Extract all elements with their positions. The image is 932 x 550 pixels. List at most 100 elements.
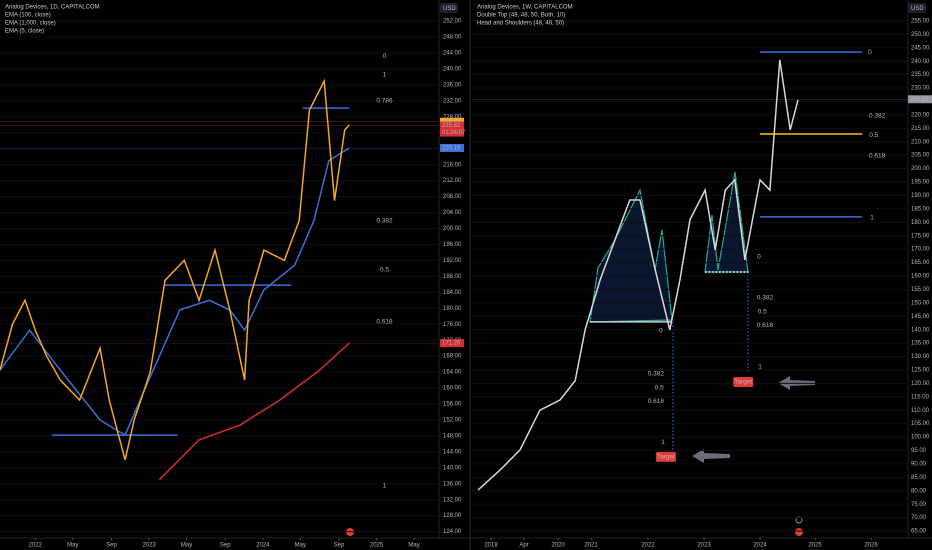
y-tick-label: 170.00 xyxy=(911,247,930,253)
icon xyxy=(795,528,803,536)
icon xyxy=(795,516,803,524)
price-line xyxy=(0,147,350,437)
chart-pane: 252.00 248.00 244.00 240.00 236.00 232.00 228.… xyxy=(0,3,466,549)
x-tick-label: 2025 xyxy=(370,543,384,549)
legend-entry: Head and Shoulders (48, 48, 50) xyxy=(477,21,564,27)
y-tick-label: 196.00 xyxy=(443,242,462,248)
y-tick-label: 232.00 xyxy=(443,98,462,104)
y-tick-label: 220.00 xyxy=(911,112,930,118)
annotation-box xyxy=(655,451,676,462)
annotation: 0.5 xyxy=(655,385,664,392)
price-tag xyxy=(440,143,464,152)
y-tick-label: 210.00 xyxy=(911,139,930,145)
y-tick-label: 155.00 xyxy=(911,287,930,293)
x-tick-label: Apr xyxy=(519,543,528,549)
y-tick-label: 160.00 xyxy=(911,274,930,280)
y-tick-label: 75.00 xyxy=(911,502,927,508)
y-tick-label: 140.00 xyxy=(911,327,930,333)
y-tick-label: 90.00 xyxy=(911,461,927,467)
y-tick-label: 200.00 xyxy=(443,226,462,232)
y-tick-label: 185.00 xyxy=(911,206,930,212)
x-tick-label: Sep xyxy=(106,543,117,549)
y-tick-label: 175.00 xyxy=(911,233,930,239)
y-tick-label: 192.00 xyxy=(443,258,462,264)
y-tick-label: 188.00 xyxy=(443,274,462,280)
annotation: 0.618 xyxy=(648,398,665,405)
y-tick-label: 125.00 xyxy=(911,368,930,374)
y-tick-label: 70.00 xyxy=(911,515,927,521)
y-tick-label: 165.00 xyxy=(911,260,930,266)
price-line xyxy=(0,78,350,460)
annotation: 0.5 xyxy=(380,267,389,274)
y-tick-label: 252.00 xyxy=(443,19,462,25)
y-tick-label: 140.00 xyxy=(443,465,462,471)
annotation: 1 xyxy=(383,482,387,489)
y-tick-label: 235.00 xyxy=(911,72,930,78)
logo-icons xyxy=(346,516,803,536)
y-tick-label: 80.00 xyxy=(911,488,927,494)
chart-pane: 255.00 250.00 245.00 240.00 235.00 230.00 225.… xyxy=(472,3,932,549)
annotation: 0.382 xyxy=(648,371,665,378)
annotation-box xyxy=(733,377,754,388)
annotation: 0.382 xyxy=(869,113,886,120)
annotation: Target xyxy=(657,454,675,461)
x-tick-label: 2025 xyxy=(808,543,822,549)
y-tick-label: 85.00 xyxy=(911,475,927,481)
y-tick-label: 120.00 xyxy=(911,381,930,387)
price-line xyxy=(158,342,350,481)
y-tick-label: 176.00 xyxy=(443,322,462,328)
countdown: 01:24:07 xyxy=(442,130,466,136)
annotation: 0.382 xyxy=(376,218,393,225)
annotation: 0 xyxy=(868,49,872,56)
annotation: 0.618 xyxy=(376,319,393,326)
y-tick-label: 110.00 xyxy=(911,408,930,414)
x-tick-label: Sep xyxy=(334,543,345,549)
y-tick-label: 135.00 xyxy=(911,341,930,347)
y-tick-label: 190.00 xyxy=(911,193,930,199)
annotation: 1 xyxy=(383,72,387,79)
x-tick-label: 2020 xyxy=(551,543,565,549)
y-tick-label: 205.00 xyxy=(911,153,930,159)
annotation: 0 xyxy=(659,328,663,335)
y-tick-label: 164.00 xyxy=(443,370,462,376)
y-tick-label: 128.00 xyxy=(443,513,462,519)
arrow xyxy=(692,449,730,463)
y-tick-label: 124.00 xyxy=(443,529,462,535)
y-tick-label: 215.00 xyxy=(911,126,930,132)
x-tick-label: 2022 xyxy=(29,543,43,549)
y-tick-label: 95.00 xyxy=(911,448,927,454)
x-tick-label: May xyxy=(295,543,306,549)
price-tag xyxy=(440,121,464,137)
y-tick-label: 100.00 xyxy=(911,435,930,441)
currency-button xyxy=(440,3,458,13)
price-tag xyxy=(908,95,932,104)
y-tick-label: 144.00 xyxy=(443,449,462,455)
annotation: 0.786 xyxy=(376,98,393,105)
y-tick-label: 160.00 xyxy=(443,386,462,392)
x-tick-label: Sep xyxy=(220,543,231,549)
y-tick-label: 148.00 xyxy=(443,433,462,439)
y-tick-label: 152.00 xyxy=(443,418,462,424)
legend-entry: Double Top (48, 48, 50, Both, 10) xyxy=(477,13,565,19)
x-tick-label: 2018 xyxy=(484,543,498,549)
x-tick-label: 2023 xyxy=(697,543,711,549)
annotation: 0.5 xyxy=(758,309,767,316)
annotation: 1 xyxy=(870,215,874,222)
annotation: 0 xyxy=(757,254,761,261)
x-tick-label: 2021 xyxy=(584,543,598,549)
annotation: 0.618 xyxy=(869,153,886,160)
y-tick-label: 195.00 xyxy=(911,180,930,186)
currency-button xyxy=(908,3,926,13)
y-tick-label: 180.00 xyxy=(911,220,930,226)
price-tag-label: 225.82 xyxy=(442,123,461,129)
legend-title: Analog Devices, 1W, CAPITALCOM xyxy=(477,5,573,11)
legend-entry: EMA (100, close) xyxy=(5,13,51,19)
y-tick-label: 136.00 xyxy=(443,481,462,487)
x-tick-label: 2024 xyxy=(753,543,767,549)
x-tick-label: 2022 xyxy=(641,543,655,549)
y-tick-label: 115.00 xyxy=(911,394,930,400)
annotation: 1 xyxy=(661,439,665,446)
legend-entry: EMA (1,000, close) xyxy=(5,21,56,27)
